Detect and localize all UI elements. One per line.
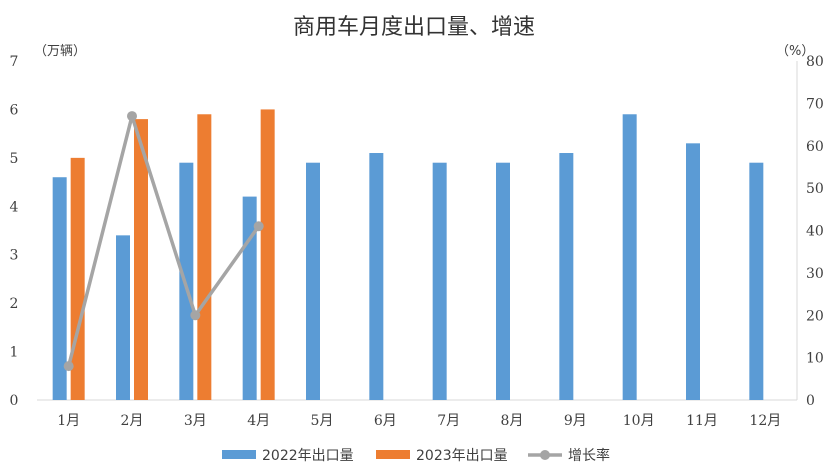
x-tick-label: 10月 bbox=[623, 413, 655, 429]
legend-swatch-1 bbox=[376, 450, 410, 459]
legend-label-2: 增长率 bbox=[568, 447, 610, 464]
legend: 2022年出口量 2023年出口量 增长率 bbox=[222, 447, 610, 464]
y-right-unit-label: （%） bbox=[776, 44, 814, 59]
x-tick-label: 1月 bbox=[57, 413, 80, 429]
y-left-tick-label: 6 bbox=[10, 102, 19, 118]
legend-label-0: 2022年出口量 bbox=[262, 448, 354, 464]
y-right-tick-label: 30 bbox=[806, 266, 824, 282]
x-tick-label: 3月 bbox=[184, 413, 207, 429]
bar-2023 bbox=[260, 109, 275, 400]
y-right-tick-labels: 0 10 20 30 40 50 60 70 80 bbox=[806, 54, 824, 409]
bar-2022 bbox=[749, 162, 764, 400]
y-right-tick-label: 20 bbox=[806, 308, 824, 324]
x-tick-label: 5月 bbox=[311, 413, 334, 429]
legend-label-1: 2023年出口量 bbox=[416, 448, 508, 464]
x-tick-label: 7月 bbox=[437, 413, 460, 429]
bar-2022 bbox=[306, 162, 320, 400]
bar-2023 bbox=[197, 114, 212, 401]
chart-title: 商用车月度出口量、增速 bbox=[293, 15, 535, 40]
y-left-tick-label: 4 bbox=[10, 199, 19, 215]
x-tick-label: 11月 bbox=[686, 413, 718, 429]
bar-2022 bbox=[686, 143, 700, 401]
y-right-tick-label: 60 bbox=[806, 139, 824, 155]
x-tick-labels: 1月 2月 3月 4月 5月 6月 7月 8月 9月 10月 11月 12月 bbox=[57, 413, 781, 429]
y-left-tick-labels: 0 1 2 3 4 5 6 7 bbox=[10, 54, 19, 409]
y-right-tick-label: 50 bbox=[806, 181, 824, 197]
legend-swatch-0 bbox=[222, 450, 256, 459]
growth-rate-point bbox=[253, 221, 264, 232]
bar-2023 bbox=[134, 119, 148, 400]
y-right-tick-label: 40 bbox=[806, 224, 824, 240]
bar-2022 bbox=[52, 177, 67, 400]
x-tick-label: 12月 bbox=[749, 413, 781, 429]
legend-swatch-marker bbox=[540, 450, 550, 460]
x-tick-label: 8月 bbox=[501, 413, 524, 429]
y-right-tick-label: 10 bbox=[806, 351, 824, 367]
bar-2022 bbox=[369, 153, 384, 400]
x-tick-label: 9月 bbox=[564, 413, 587, 429]
bar-2022 bbox=[242, 196, 257, 400]
y-left-unit-label: （万辆） bbox=[34, 44, 86, 59]
x-tick-label: 2月 bbox=[121, 413, 144, 429]
y-left-tick-label: 0 bbox=[10, 393, 19, 409]
growth-rate-point bbox=[127, 111, 137, 122]
y-left-tick-label: 7 bbox=[10, 54, 19, 70]
growth-rate-point bbox=[190, 310, 201, 321]
growth-line-layer bbox=[63, 111, 264, 372]
y-left-tick-label: 3 bbox=[10, 248, 19, 264]
bar-2022 bbox=[559, 153, 574, 400]
bar-2022 bbox=[116, 235, 130, 400]
x-tick-label: 6月 bbox=[374, 413, 397, 429]
y-left-tick-label: 2 bbox=[10, 296, 19, 312]
bar-2022 bbox=[496, 162, 510, 400]
bars-layer bbox=[52, 109, 764, 401]
bar-2022 bbox=[622, 114, 637, 401]
bar-2022 bbox=[432, 162, 447, 400]
growth-rate-line bbox=[66, 114, 261, 367]
y-right-tick-label: 70 bbox=[806, 96, 824, 112]
y-left-tick-label: 1 bbox=[10, 345, 19, 361]
y-left-tick-label: 5 bbox=[10, 151, 19, 167]
growth-rate-point bbox=[63, 361, 74, 372]
y-right-tick-label: 0 bbox=[806, 393, 815, 409]
x-tick-label: 4月 bbox=[247, 413, 270, 429]
axes bbox=[37, 61, 798, 401]
y-right-tick-label: 80 bbox=[806, 54, 824, 70]
